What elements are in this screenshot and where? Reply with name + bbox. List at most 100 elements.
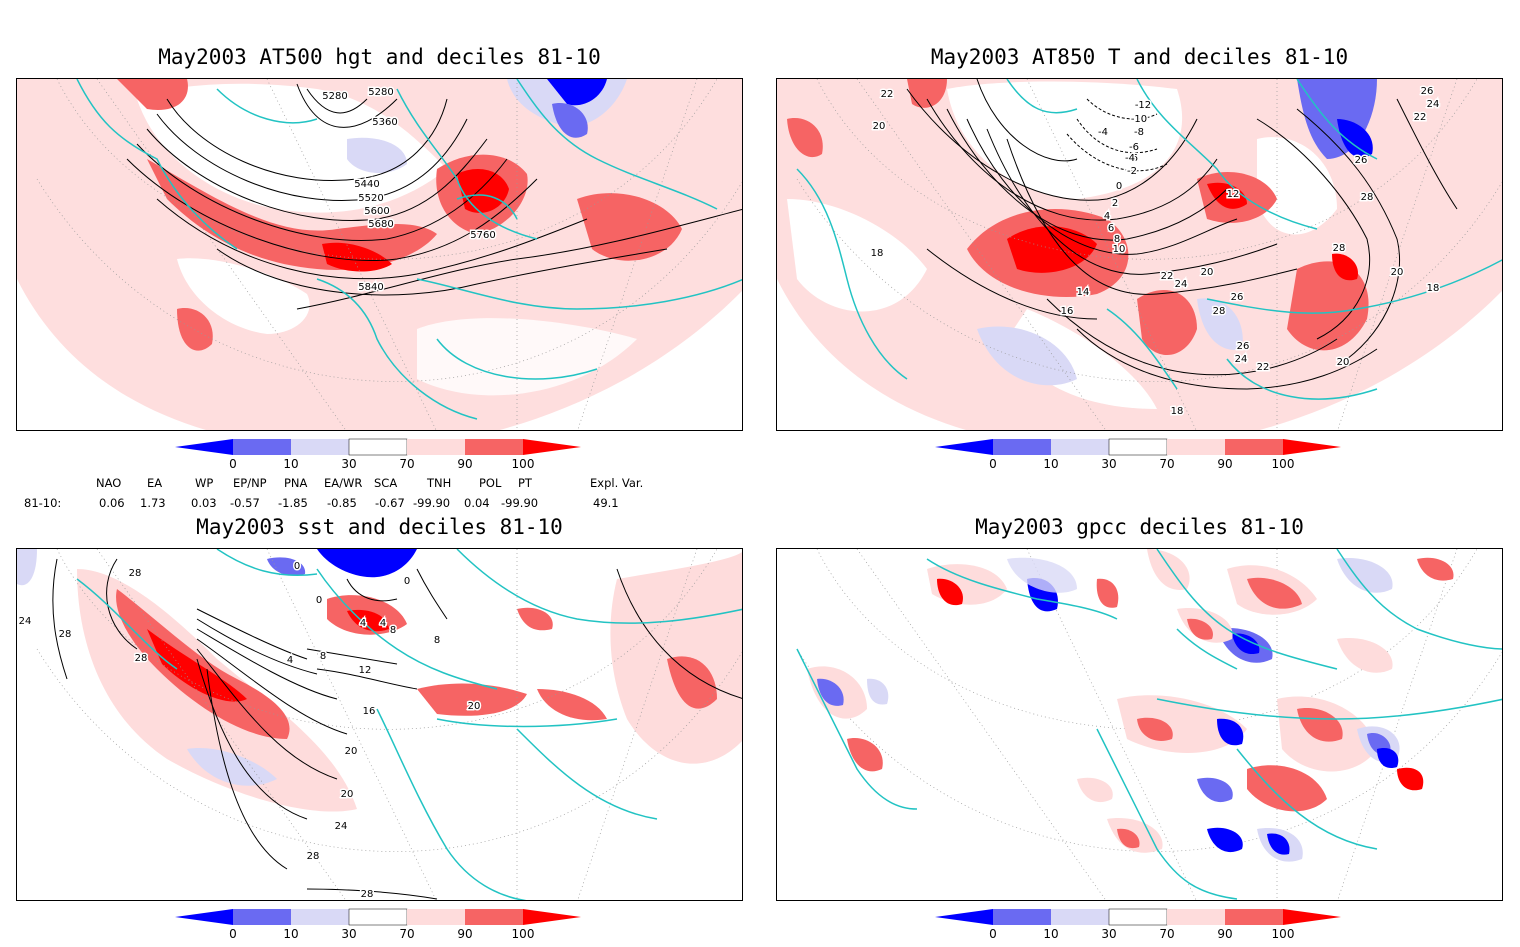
shade-darkred-atlantic [1007,226,1097,273]
colorbar-tick: 30 [341,457,356,471]
shade-blue-west [17,549,37,586]
shade-darkred-europe [1207,182,1247,209]
contour-label: 5760 [470,230,495,241]
contour-label: 24 [335,821,348,832]
contour-label: 6 [1108,223,1114,234]
colorbar-arrow-high [523,439,581,455]
shade-red-asia [1287,261,1369,351]
contour-label: 18 [1427,283,1440,294]
shade-red-north [117,79,188,110]
contour-label: 28 [59,629,72,640]
colorbar-seg-70 [1167,909,1225,925]
contour-label: 16 [1061,306,1074,317]
shade-darkred-northsea [347,609,389,632]
contour-label: 0 [404,576,410,587]
contours-sst [52,558,742,900]
shade-white-1 [137,83,447,213]
contour-label: -2 [1127,166,1137,177]
contour-label: 20 [468,701,481,712]
contour-label: 20 [1337,357,1350,368]
contour-label: 18 [1171,406,1184,417]
colorbar-seg-90 [1225,909,1283,925]
contour-label: 22 [1257,362,1270,373]
shade-red-west [787,118,823,158]
colorbar-seg-30 [291,439,349,455]
index-value: 0.06 [99,496,125,510]
colorbar-tick: 100 [512,457,535,471]
contour-label: 4 [287,655,293,666]
colorbar-tick: 100 [1272,457,1295,471]
contour-label: -12 [1135,100,1151,111]
colorbar-at850: 0 10 30 70 90 100 [935,438,1341,471]
map-panel-sst: 28 24 28 28 0 0 0 4 4 8 8 4 8 12 16 20 2… [16,548,743,901]
index-header: TNH [427,476,452,490]
contour-label: 20 [345,746,358,757]
shade-blue-africa [977,326,1077,386]
contour-label: 0 [294,561,300,572]
colorbar-seg-mid [1108,908,1168,926]
shade-red-red-sea [537,689,607,721]
shade-blue-darkne [1337,119,1373,158]
colorbar-arrow-high [1283,909,1341,925]
index-header: WP [195,476,214,490]
colorbar-seg-10 [993,439,1051,455]
contour-label: 4 [1104,211,1110,222]
panel-title-at850: May2003 AT850 T and deciles 81-10 [930,45,1349,69]
map-panel-gpcc [776,548,1503,901]
colorbar-tick: 30 [1101,927,1116,941]
colorbar-seg-10 [233,439,291,455]
contour-label: -10 [1131,114,1147,125]
colorbar-tick: 30 [1101,457,1116,471]
contour-label: 28 [135,653,148,664]
index-header: EA/WR [324,476,363,490]
shade-red-iberia [322,242,392,272]
contour-label: 20 [1201,267,1214,278]
contour-label: 26 [1237,341,1250,352]
shade-red-atlantic [147,159,437,270]
colorbar-tick: 0 [989,927,997,941]
panel-title-sst: May2003 sst and deciles 81-10 [196,515,563,539]
colorbar-seg-90 [465,439,523,455]
map-at500-canvas: 5280 5280 5360 5440 5520 5600 5680 5760 … [17,79,742,430]
shade-white-4 [1007,309,1157,409]
contour-label: 12 [359,665,372,676]
colorbar-seg-mid [348,908,408,926]
contour-label: 5440 [354,179,379,190]
contour-label: 4 [360,618,366,629]
shade-blue-north [317,549,417,578]
colorbar-seg-30 [1051,439,1109,455]
domain-sector [17,549,742,900]
contour-label: 28 [129,568,142,579]
contour-label: 5280 [322,91,347,102]
panel-title-at500: May2003 AT500 hgt and deciles 81-10 [158,45,601,69]
shade-red-small-1 [177,308,213,351]
index-header: EP/NP [233,476,267,490]
contour-label: 28 [307,851,320,862]
contour-label: 24 [1427,99,1440,110]
contour-label: -4 [1125,153,1135,164]
colorbar-tick: 10 [1043,927,1058,941]
shade-white-3 [1257,137,1337,235]
contour-label: 22 [881,89,894,100]
colorbar-tick: 70 [399,457,414,471]
index-header: NAO [96,476,122,490]
colorbar-seg-70 [1167,439,1225,455]
colorbar-arrow-high [1283,439,1341,455]
contours-temp [906,79,1458,390]
contour-label: 22 [1414,112,1427,123]
colorbar-tick: 0 [229,927,237,941]
shade-white-2 [177,258,310,334]
map-sst-canvas: 28 24 28 28 0 0 0 4 4 8 8 4 8 12 16 20 2… [17,549,742,900]
map-gpcc-canvas [796,549,1502,900]
colorbar-arrow-high [523,909,581,925]
index-header: PT [518,476,532,490]
contour-label: 18 [871,248,884,259]
colorbar-seg-mid [348,438,408,456]
index-value: -0.57 [230,496,260,510]
shade-red-north [907,79,947,108]
index-header: SCA [374,476,398,490]
index-value: -99.90 [413,496,451,510]
contour-label: 16 [363,706,376,717]
contour-label: 28 [1333,243,1346,254]
index-header: POL [479,476,502,490]
